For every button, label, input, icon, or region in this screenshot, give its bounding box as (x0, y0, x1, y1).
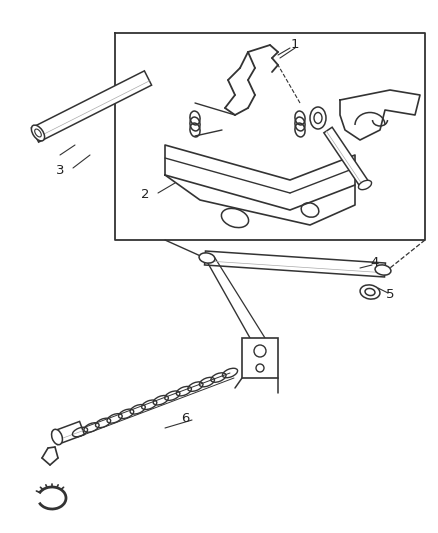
Ellipse shape (364, 288, 374, 296)
Text: 1: 1 (290, 38, 299, 52)
Ellipse shape (35, 129, 41, 137)
Ellipse shape (198, 253, 215, 263)
Ellipse shape (313, 112, 321, 124)
Polygon shape (53, 422, 84, 445)
Ellipse shape (309, 107, 325, 129)
Text: 2: 2 (141, 189, 149, 201)
Text: 5: 5 (385, 288, 393, 302)
Ellipse shape (359, 285, 379, 299)
Text: 3: 3 (56, 164, 64, 176)
Polygon shape (204, 251, 385, 277)
Ellipse shape (32, 125, 45, 141)
Ellipse shape (51, 429, 62, 445)
Polygon shape (323, 127, 368, 188)
Text: 4: 4 (370, 255, 378, 269)
Ellipse shape (374, 265, 390, 275)
Ellipse shape (357, 180, 371, 190)
Polygon shape (32, 71, 151, 142)
Bar (241, 338, 277, 378)
Text: 6: 6 (180, 411, 189, 424)
